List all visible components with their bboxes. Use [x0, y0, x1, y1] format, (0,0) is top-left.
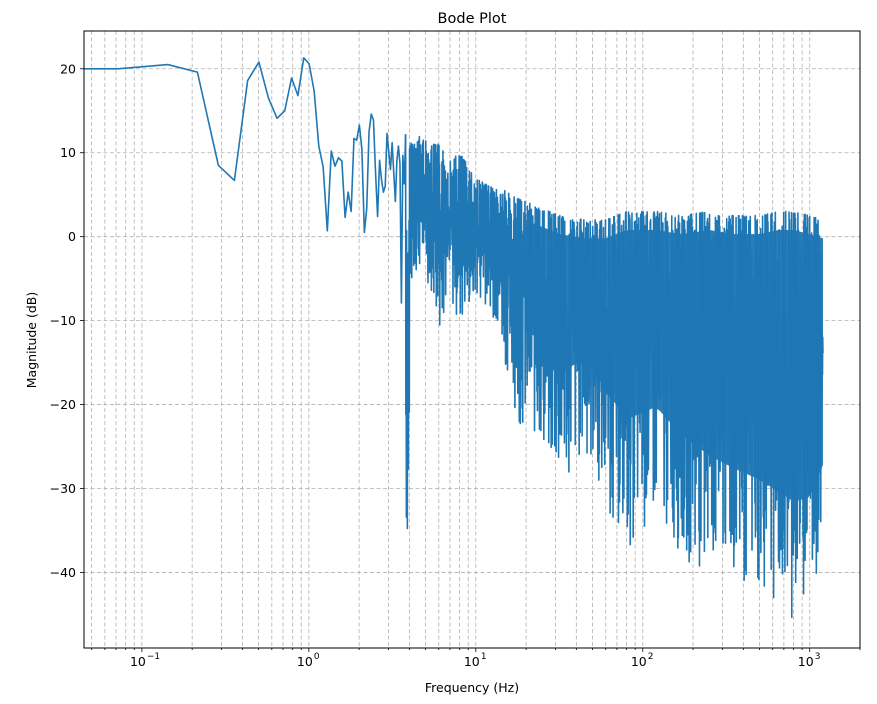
chart-title: Bode Plot [438, 11, 507, 27]
x-tick-label: 10 [130, 654, 146, 669]
y-tick-label: −10 [50, 313, 76, 328]
plot-frame [83, 30, 861, 649]
x-tick-exponent: 0 [314, 652, 320, 662]
y-tick-label: −20 [50, 397, 76, 412]
x-tick-label: 10 [464, 654, 480, 669]
x-tick-label: 10 [798, 654, 814, 669]
y-tick-label: −40 [50, 565, 76, 580]
x-tick-label: 10 [297, 654, 313, 669]
y-axis-label: Magnitude (dB) [24, 292, 39, 388]
y-tick-label: 0 [68, 229, 76, 244]
series-line-low [84, 57, 407, 304]
y-tick-label: 20 [60, 61, 76, 76]
y-tick-label: −30 [50, 481, 76, 496]
series-dense-band [526, 220, 823, 502]
x-tick-exponent: 3 [815, 652, 821, 662]
x-tick-label: 10 [631, 654, 647, 669]
x-axis-label: Frequency (Hz) [425, 680, 519, 695]
y-tick-label: 10 [60, 145, 76, 160]
plot-area [84, 57, 824, 619]
x-tick-exponent: −1 [147, 652, 160, 662]
x-tick-exponent: 1 [481, 652, 487, 662]
x-tick-exponent: 2 [648, 652, 654, 662]
